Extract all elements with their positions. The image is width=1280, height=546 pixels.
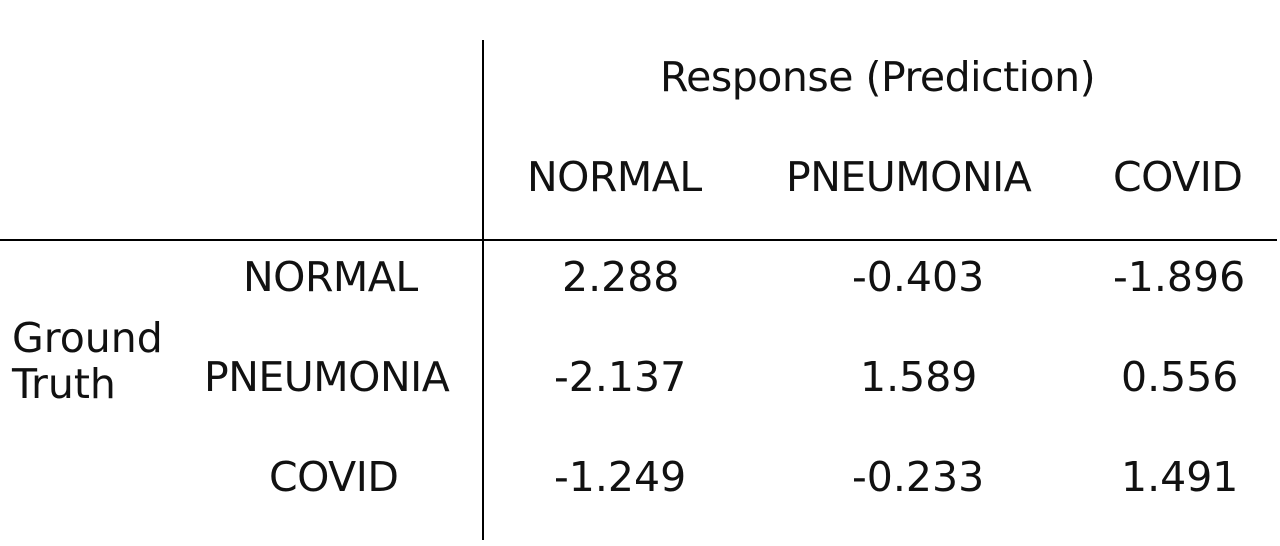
- value-pneumonia-normal: -2.137: [554, 353, 687, 401]
- value-normal-pneumonia: -0.403: [852, 253, 985, 301]
- value-pneumonia-covid: 0.556: [1121, 353, 1239, 401]
- row-header-pneumonia: PNEUMONIA: [204, 353, 450, 401]
- value-normal-covid: -1.896: [1113, 253, 1246, 301]
- column-group-label: Response (Prediction): [660, 53, 1096, 101]
- column-header-pneumonia: PNEUMONIA: [786, 153, 1032, 201]
- column-header-normal: NORMAL: [527, 153, 702, 201]
- value-normal-normal: 2.288: [562, 253, 680, 301]
- row-group-label: Ground Truth: [12, 314, 182, 408]
- value-covid-pneumonia: -0.233: [852, 453, 985, 501]
- value-covid-normal: -1.249: [554, 453, 687, 501]
- value-covid-covid: 1.491: [1121, 453, 1239, 501]
- row-header-covid: COVID: [269, 453, 399, 501]
- row-group-label-text: Ground Truth: [12, 314, 163, 408]
- row-header-normal: NORMAL: [243, 253, 418, 301]
- value-pneumonia-pneumonia: 1.589: [860, 353, 978, 401]
- column-header-covid: COVID: [1113, 153, 1243, 201]
